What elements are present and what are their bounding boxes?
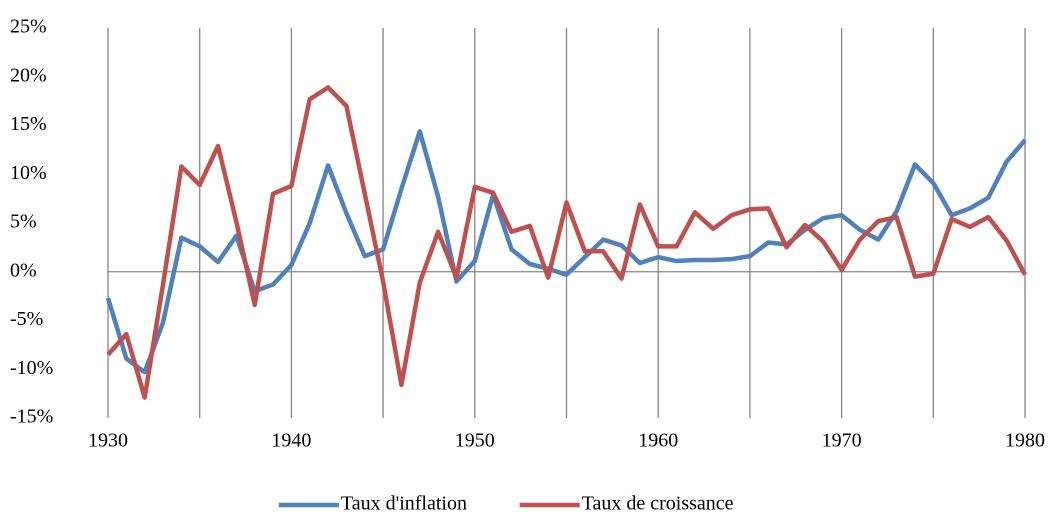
x-tick-label: 1940 bbox=[271, 430, 311, 452]
x-tick-label: 1960 bbox=[638, 430, 678, 452]
series-line bbox=[106, 85, 1027, 400]
x-tick-label: 1950 bbox=[455, 430, 495, 452]
x-tick-label: 1930 bbox=[88, 430, 128, 452]
x-tick-label: 1980 bbox=[1005, 430, 1045, 452]
legend-label: Taux de croissance bbox=[582, 493, 734, 515]
series-line bbox=[105, 129, 1027, 375]
y-tick-label: 5% bbox=[10, 211, 37, 233]
y-tick-label: -5% bbox=[10, 308, 43, 330]
y-tick-label: 10% bbox=[10, 162, 47, 184]
y-tick-label: -10% bbox=[10, 357, 53, 379]
y-tick-label: -15% bbox=[10, 406, 53, 428]
x-tick-label: 1970 bbox=[822, 430, 862, 452]
y-tick-label: 25% bbox=[10, 16, 47, 38]
y-tick-label: 0% bbox=[10, 259, 37, 281]
y-tick-label: 20% bbox=[10, 64, 47, 86]
legend-label: Taux d'inflation bbox=[341, 493, 467, 515]
y-tick-label: 15% bbox=[10, 113, 47, 135]
